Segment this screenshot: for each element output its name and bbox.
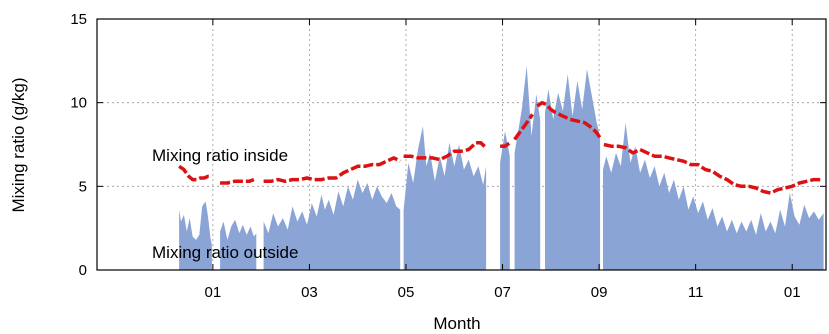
inside-line-segment xyxy=(179,166,210,179)
x-tick-label: 01 xyxy=(205,284,222,301)
x-tick-label: 01 xyxy=(784,284,801,301)
outside-series-label: Mixing ratio outside xyxy=(152,243,298,262)
y-tick-label: 5 xyxy=(79,178,87,195)
y-tick-label: 10 xyxy=(70,95,87,112)
outside-area-segment xyxy=(545,69,600,270)
inside-line-segment xyxy=(404,143,487,160)
x-tick-label: 05 xyxy=(398,284,415,301)
outside-area-layer xyxy=(179,66,824,270)
inside-line-segment xyxy=(220,180,254,183)
x-tick-label: 11 xyxy=(688,284,704,301)
outside-area-segment xyxy=(404,126,487,270)
inside-series-label: Mixing ratio inside xyxy=(152,146,288,165)
y-axis-title: Mixing ratio (g/kg) xyxy=(9,77,28,212)
y-tick-label: 15 xyxy=(70,11,87,28)
outside-area-segment xyxy=(603,123,824,270)
x-tick-label: 07 xyxy=(494,284,511,301)
outside-area-segment xyxy=(515,66,541,270)
y-tick-label: 0 xyxy=(79,262,87,279)
x-axis-title: Month xyxy=(433,314,480,333)
outside-area-segment xyxy=(500,131,510,270)
x-tick-label: 09 xyxy=(591,284,608,301)
x-tick-label: 03 xyxy=(301,284,318,301)
